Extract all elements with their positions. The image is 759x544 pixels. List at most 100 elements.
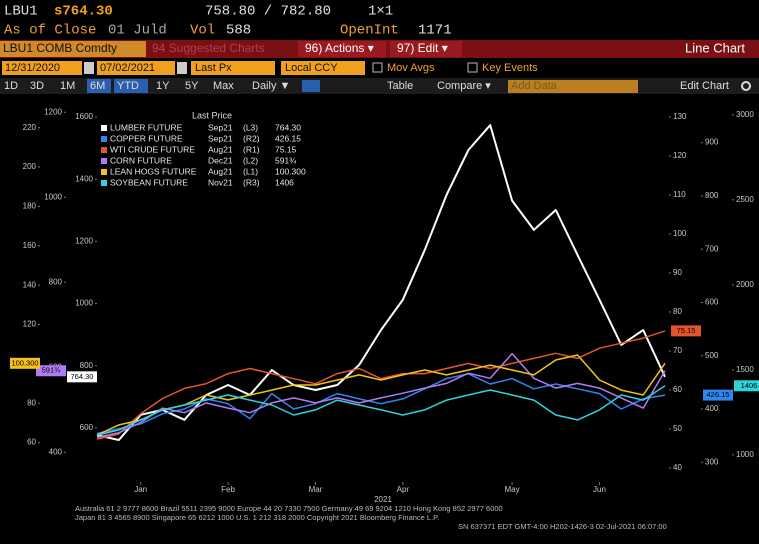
- series-line: [96, 354, 666, 436]
- start-date[interactable]: 12/31/2020: [5, 62, 60, 74]
- legend-last-price: 100.300: [275, 166, 306, 176]
- period[interactable]: 6M: [90, 80, 105, 92]
- y-tick-label: 130: [673, 112, 687, 121]
- legend-box: [97, 108, 325, 200]
- table[interactable]: Table: [387, 80, 413, 92]
- y-tick-label: 600: [80, 423, 94, 432]
- openint: 1171: [418, 23, 452, 39]
- y-tick-label: 400: [705, 404, 719, 413]
- period[interactable]: 3D: [30, 80, 44, 92]
- legend-swatch: [101, 169, 107, 175]
- x-tick-label: May: [505, 485, 520, 494]
- calendar-icon[interactable]: [177, 62, 187, 74]
- legend-last-price: 1406: [275, 177, 294, 187]
- period[interactable]: Max: [213, 80, 234, 92]
- y-tick-label: 500: [705, 351, 719, 360]
- y-tick-label: 600: [705, 298, 719, 307]
- last-price: s764.30: [54, 4, 113, 20]
- start-date-box[interactable]: [2, 61, 82, 75]
- legend-last-price: 591¾: [275, 155, 297, 165]
- line-style-icon[interactable]: [302, 80, 320, 92]
- last-price-tag: [703, 389, 733, 401]
- mov-avgs[interactable]: Mov Avgs: [387, 62, 435, 74]
- y-tick-label: 110: [673, 190, 686, 199]
- last-price-tag-label: 100.300: [11, 358, 38, 367]
- currency[interactable]: Local CCY: [285, 62, 338, 74]
- period[interactable]: 1D: [4, 80, 18, 92]
- field[interactable]: Last Px: [195, 62, 232, 74]
- y-tick-label: 400: [49, 447, 63, 456]
- y-tick-label: 70: [673, 346, 682, 355]
- y-tick-label: 1000: [736, 450, 754, 459]
- legend-axis: (R3): [243, 177, 260, 187]
- legend-name: LUMBER FUTURE: [110, 122, 183, 132]
- period-active[interactable]: [114, 79, 148, 93]
- y-tick-label: 90: [673, 268, 682, 277]
- x-tick-label: Jun: [593, 485, 606, 494]
- security-box[interactable]: [0, 41, 146, 57]
- legend-name: WTI CRUDE FUTURE: [110, 144, 195, 154]
- y-tick-label: 220: [23, 123, 37, 132]
- y-tick-label: 800: [705, 191, 719, 200]
- actions[interactable]: 96) Actions ▾: [305, 41, 374, 55]
- edit-chart[interactable]: Edit Chart: [680, 80, 729, 92]
- last-price-tag: [10, 357, 40, 369]
- y-tick-label: 800: [49, 277, 63, 286]
- last-price-tag-label: 591¾: [42, 366, 62, 375]
- y-tick-label: 3000: [736, 110, 754, 119]
- actions-button[interactable]: [298, 41, 386, 57]
- legend-contract: Sep21: [208, 122, 233, 132]
- period[interactable]: YTD: [117, 80, 139, 92]
- checkbox[interactable]: [467, 62, 478, 73]
- y-tick-label: 1400: [75, 174, 93, 183]
- vol: 588: [226, 23, 251, 39]
- x-tick-label: Feb: [221, 485, 235, 494]
- y-tick-label: 160: [23, 241, 37, 250]
- legend-contract: Dec21: [208, 155, 233, 165]
- edit[interactable]: 97) Edit ▾: [397, 41, 448, 55]
- legend-swatch: [101, 180, 107, 186]
- period[interactable]: 5Y: [185, 80, 199, 92]
- vol-label: Vol: [190, 23, 215, 39]
- suggested-charts[interactable]: 94 Suggested Charts: [152, 41, 265, 55]
- x-tick-label: Mar: [309, 485, 323, 494]
- currency-box[interactable]: [281, 61, 365, 75]
- frequency[interactable]: Daily ▼: [252, 80, 290, 92]
- y-tick-label: 40: [673, 463, 682, 472]
- legend-contract: Nov21: [208, 177, 233, 187]
- key-events[interactable]: Key Events: [482, 62, 538, 74]
- y-tick-label: 60: [673, 385, 682, 394]
- y-tick-label: 120: [23, 320, 37, 329]
- legend-axis: (L3): [243, 122, 258, 132]
- series-line: [96, 124, 666, 441]
- end-date[interactable]: 07/02/2021: [100, 62, 155, 74]
- settings-icon[interactable]: [741, 81, 751, 91]
- period[interactable]: 1M: [60, 80, 75, 92]
- y-tick-label: 1600: [75, 112, 93, 121]
- period-active[interactable]: [87, 79, 111, 93]
- last-price-tag: [671, 325, 701, 337]
- field-box[interactable]: [191, 61, 275, 75]
- y-tick-label: 200: [23, 162, 37, 171]
- edit-button[interactable]: [390, 41, 462, 57]
- legend-swatch: [101, 158, 107, 164]
- last-price-tag-label: 764.30: [71, 372, 94, 381]
- chart-type: Line Chart: [685, 40, 745, 55]
- x-axis-label: 2021: [374, 495, 392, 504]
- last-price-tag-label: 75.15: [677, 326, 696, 335]
- end-date-box[interactable]: [97, 61, 175, 75]
- add-data-box[interactable]: [508, 80, 638, 93]
- add-data[interactable]: Add Data: [511, 80, 558, 92]
- calendar-icon[interactable]: [84, 62, 94, 74]
- compare[interactable]: Compare ▾: [437, 80, 491, 92]
- security[interactable]: LBU1 COMB Comdty: [3, 41, 117, 55]
- legend-swatch: [101, 125, 107, 131]
- legend-name: COPPER FUTURE: [110, 133, 183, 143]
- checkbox[interactable]: [372, 62, 383, 73]
- series-line: [96, 385, 666, 436]
- grid-size: 1×1: [368, 4, 393, 20]
- period[interactable]: 1Y: [156, 80, 170, 92]
- legend-last-price: 426.15: [275, 133, 301, 143]
